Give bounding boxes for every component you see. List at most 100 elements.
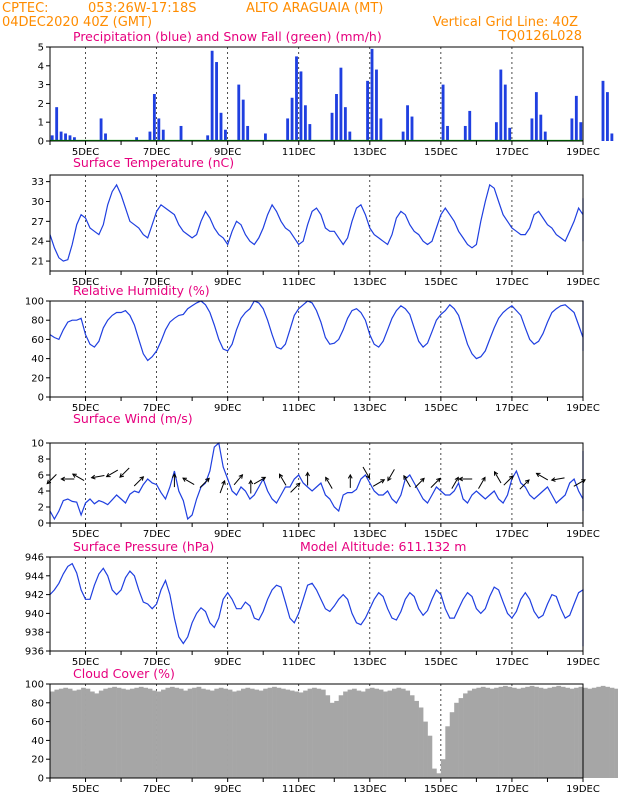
panel-humidity: Relative Humidity (%) 0 20 40 60 80 100 5DEC 7DE… bbox=[25, 283, 600, 414]
cloud-bar bbox=[449, 712, 455, 778]
cloud-bar bbox=[480, 686, 486, 778]
panel-title: Surface Temperature (nC) bbox=[73, 155, 234, 170]
wind-arrow bbox=[253, 476, 267, 485]
series-line bbox=[49, 562, 584, 647]
cloud-bar bbox=[121, 688, 126, 778]
y-tick-label: 27 bbox=[31, 217, 44, 228]
wind-arrow-head bbox=[71, 473, 77, 478]
x-tick-label: 7DEC bbox=[143, 529, 170, 540]
cloud-bar bbox=[325, 695, 331, 778]
precip-bar bbox=[579, 122, 583, 141]
wind-arrow bbox=[372, 479, 386, 487]
cloud-bar bbox=[423, 721, 428, 778]
y-tick-label: 944 bbox=[25, 571, 44, 582]
header-station: ALTO ARAGUAIA (MT) bbox=[246, 1, 383, 16]
cloud-bar bbox=[156, 691, 162, 778]
header-model: TQ0126L028 bbox=[498, 29, 582, 44]
wind-arrow-head bbox=[493, 470, 499, 476]
cloud-bar bbox=[89, 691, 95, 778]
precip-bar bbox=[215, 62, 218, 141]
precip-bar bbox=[601, 80, 605, 141]
cloud-bar bbox=[232, 691, 237, 778]
wind-arrow-shaft bbox=[372, 479, 385, 487]
x-tick-label: 17DEC bbox=[495, 657, 529, 668]
cloud-bar bbox=[556, 685, 562, 778]
y-tick-label: 4 bbox=[38, 487, 44, 498]
x-tick-label: 15DEC bbox=[424, 784, 458, 795]
header-coords: 053:26W-17:18S bbox=[88, 1, 196, 16]
precip-bar bbox=[299, 71, 303, 141]
cloud-bar bbox=[463, 693, 468, 778]
y-tick-label: 1 bbox=[38, 118, 44, 129]
y-tick-label: 80 bbox=[31, 698, 44, 709]
wind-arrow-head bbox=[171, 473, 177, 478]
cloud-bar bbox=[507, 686, 513, 778]
cloud-bar bbox=[320, 689, 326, 778]
cloud-bar bbox=[307, 688, 313, 778]
panel-frame bbox=[49, 46, 584, 142]
y-tick-label: 2 bbox=[38, 503, 44, 514]
x-tick-label: 19DEC bbox=[566, 403, 600, 414]
y-tick-label: 940 bbox=[25, 609, 44, 620]
panel-frame bbox=[49, 174, 584, 272]
precip-bar bbox=[290, 97, 294, 141]
cloud-bar bbox=[240, 688, 246, 778]
cloud-bar bbox=[316, 688, 322, 778]
x-tick-label: 17DEC bbox=[495, 784, 529, 795]
wind-arrow bbox=[414, 477, 425, 488]
wind-arrow bbox=[171, 473, 177, 488]
wind-arrow-head bbox=[278, 473, 284, 479]
panel-precip: Precipitation (blue) and Snow Fall (gree… bbox=[38, 29, 614, 158]
wind-arrow-head bbox=[508, 475, 514, 480]
wind-arrow-shaft bbox=[253, 476, 266, 485]
cloud-bar bbox=[387, 690, 393, 778]
cloud-bar bbox=[583, 687, 588, 778]
wind-arrow-shaft bbox=[494, 471, 502, 484]
y-tick-label: 60 bbox=[31, 717, 44, 728]
header-source: CPTEC: bbox=[2, 1, 49, 16]
wind-arrow-head bbox=[221, 479, 226, 485]
cloud-bar bbox=[383, 691, 388, 778]
x-tick-label: 9DEC bbox=[214, 784, 241, 795]
cloud-bar bbox=[334, 700, 340, 778]
wind-arrow-head bbox=[60, 476, 66, 482]
header-grid-note: Vertical Grid Line: 40Z bbox=[433, 15, 578, 30]
wind-arrow-shaft bbox=[199, 478, 210, 488]
wind-arrow-shaft bbox=[362, 466, 370, 479]
precip-bar bbox=[574, 95, 578, 141]
wind-arrow-head bbox=[387, 476, 392, 482]
wind-arrow bbox=[219, 479, 226, 494]
precip-bar bbox=[446, 125, 449, 141]
panel-cloud: Cloud Cover (%) 0 20 40 60 80 100 5DEC 7DEC 9DEC 1… bbox=[25, 666, 618, 795]
y-tick-label: 21 bbox=[31, 257, 44, 268]
y-tick-label: 6 bbox=[38, 471, 44, 482]
wind-arrow-head bbox=[295, 482, 301, 488]
wind-arrow bbox=[387, 469, 395, 482]
x-tick-label: 5DEC bbox=[72, 784, 99, 795]
wind-arrow-head bbox=[325, 476, 330, 482]
panel-frame bbox=[49, 300, 584, 398]
wind-arrow-shaft bbox=[478, 477, 486, 489]
panel-pressure: Surface Pressure (hPa) Model Altitude: 61… bbox=[25, 539, 600, 668]
series-line bbox=[49, 300, 584, 362]
cloud-bar bbox=[174, 687, 180, 778]
precip-bar bbox=[330, 112, 334, 141]
wind-arrow bbox=[90, 474, 105, 480]
cloud-bar bbox=[183, 690, 188, 778]
wind-arrow bbox=[430, 477, 441, 488]
y-tick-label: 24 bbox=[31, 237, 44, 248]
wind-arrow-head bbox=[458, 476, 464, 482]
precip-bar bbox=[463, 125, 467, 141]
cloud-bar bbox=[427, 735, 433, 778]
wind-arrow-head bbox=[581, 479, 586, 484]
precip-bar bbox=[410, 116, 414, 141]
precip-bar bbox=[263, 133, 267, 141]
wind-arrow-shaft bbox=[106, 469, 119, 478]
wind-arrow bbox=[403, 474, 411, 488]
x-tick-label: 11DEC bbox=[282, 403, 316, 414]
cloud-bar bbox=[223, 688, 228, 778]
cloud-bar bbox=[591, 687, 597, 778]
x-tick-label: 13DEC bbox=[353, 529, 387, 540]
cloud-bar bbox=[280, 688, 286, 778]
x-tick-label: 11DEC bbox=[282, 657, 316, 668]
